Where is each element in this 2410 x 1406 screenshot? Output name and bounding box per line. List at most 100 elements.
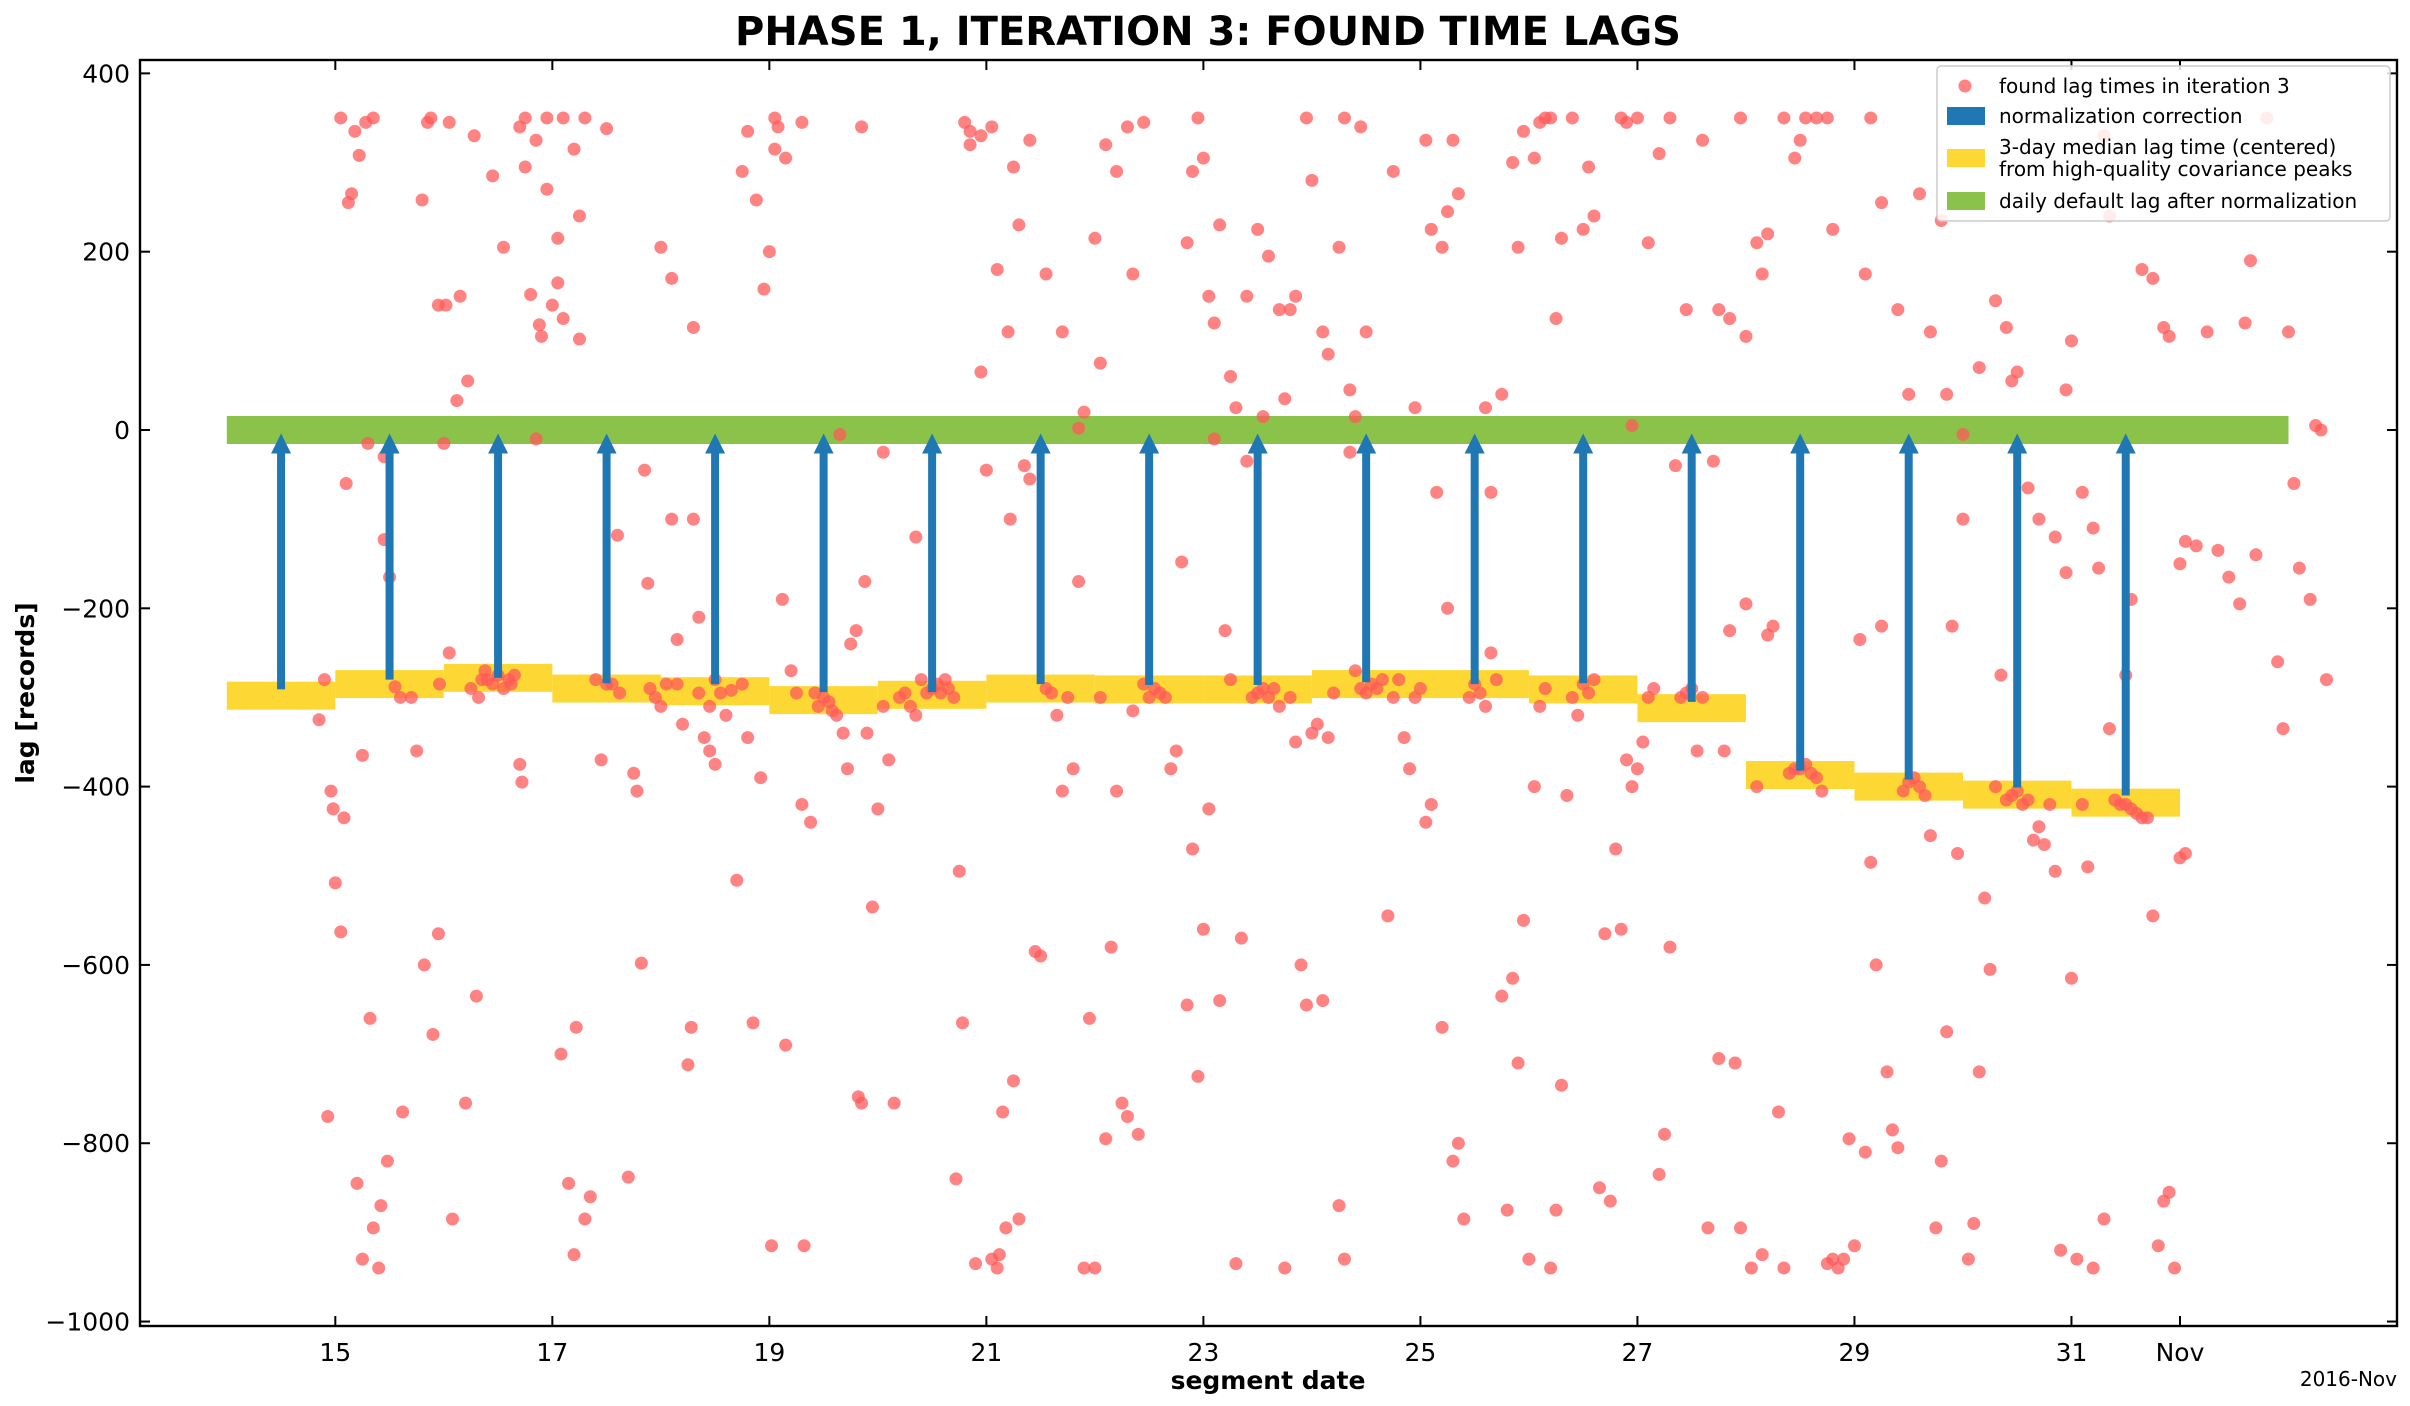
lag-point [855,120,869,134]
lag-point [1348,664,1362,678]
lag-point [1571,708,1585,722]
lag-point [1283,690,1297,704]
lag-point [1077,1261,1091,1275]
lag-point [1723,312,1737,326]
lag-point [670,677,684,691]
legend-label: 3-day median lag time (centered) from hig… [1999,135,2352,181]
lag-point [424,111,438,125]
lag-point [1256,410,1270,424]
lag-point [1131,1127,1145,1141]
legend-label: normalization correction [1999,104,2243,128]
lag-point [1251,222,1265,236]
lag-point [1918,789,1932,803]
lag-point [771,120,785,134]
lag-point [545,298,559,312]
chart-title: PHASE 1, ITERATION 3: FOUND TIME LAGS [735,9,1681,55]
x-tick-label: Nov [2156,1338,2205,1367]
lag-point [1110,784,1124,798]
lag-point [540,111,554,125]
lag-point [1565,111,1579,125]
lag-point [1853,633,1867,647]
lag-point [2043,797,2057,811]
lag-point [1180,236,1194,250]
lag-point [317,673,331,687]
lag-point [2151,1239,2165,1253]
lag-point [1289,289,1303,303]
lag-point [1913,187,1927,201]
lag-point [634,956,648,970]
lag-point [1696,690,1710,704]
lag-point [572,332,586,346]
lag-point [871,802,885,816]
lag-point [1158,690,1172,704]
lag-point [1229,401,1243,415]
lag-point [2276,722,2290,736]
lag-point [1164,762,1178,776]
lag-point [2092,561,2106,575]
lag-point [779,151,793,165]
lag-point [2287,476,2301,490]
lag-point [692,610,706,624]
lag-point [1755,1248,1769,1262]
lag-point [1061,690,1075,704]
lag-point [1419,815,1433,829]
lag-point [321,1109,335,1123]
arrow-head [2115,433,2136,454]
lag-point [654,240,668,254]
lag-point [1424,222,1438,236]
lag-point [1934,1154,1948,1168]
lag-point [1169,744,1183,758]
lag-point [985,120,999,134]
lag-point [1066,762,1080,776]
lag-point [459,1096,473,1110]
lag-point [855,1096,869,1110]
lag-point [1809,111,1823,125]
lag-point [1516,913,1530,927]
lag-point [350,1176,364,1190]
lag-point [1348,410,1362,424]
lag-point [578,111,592,125]
lag-point [1587,209,1601,223]
lag-point [1093,690,1107,704]
lag-point [1191,1069,1205,1083]
lag-point [1278,392,1292,406]
lag-point [1620,115,1634,129]
lag-point [1549,312,1563,326]
lag-point [524,287,538,301]
lag-point [1809,771,1823,785]
lag-point [996,1105,1010,1119]
lag-point [681,1058,695,1072]
lag-point [1126,267,1140,281]
lag-point [1842,1132,1856,1146]
lag-point [472,690,486,704]
lag-point [1625,780,1639,794]
lag-point [1202,802,1216,816]
lag-point [844,637,858,651]
lag-point [337,811,351,825]
legend-label: daily default lag after normalization [1999,189,2357,213]
lag-point [1766,619,1780,633]
lag-point [1614,922,1628,936]
lag-point [2233,597,2247,611]
lag-point [1283,303,1297,317]
lag-point [1343,445,1357,459]
lag-point [1940,1025,1954,1039]
lag-point [2059,566,2073,580]
lag-point [949,1172,963,1186]
lag-point [2244,254,2258,268]
arrow-head [1573,433,1594,454]
lag-point [1397,731,1411,745]
lag-point [1180,998,1194,1012]
lag-point [1875,196,1889,210]
lag-point [1679,303,1693,317]
lag-point [1880,1065,1894,1079]
lag-point [757,282,771,296]
lag-point [1343,383,1357,397]
legend-swatch [1947,149,1985,167]
lag-point [1392,673,1406,687]
lag-point [1744,1261,1758,1275]
lag-point [361,436,375,450]
arrow-head [1790,433,1811,454]
lag-point [2102,722,2116,736]
arrow-head [271,433,292,454]
